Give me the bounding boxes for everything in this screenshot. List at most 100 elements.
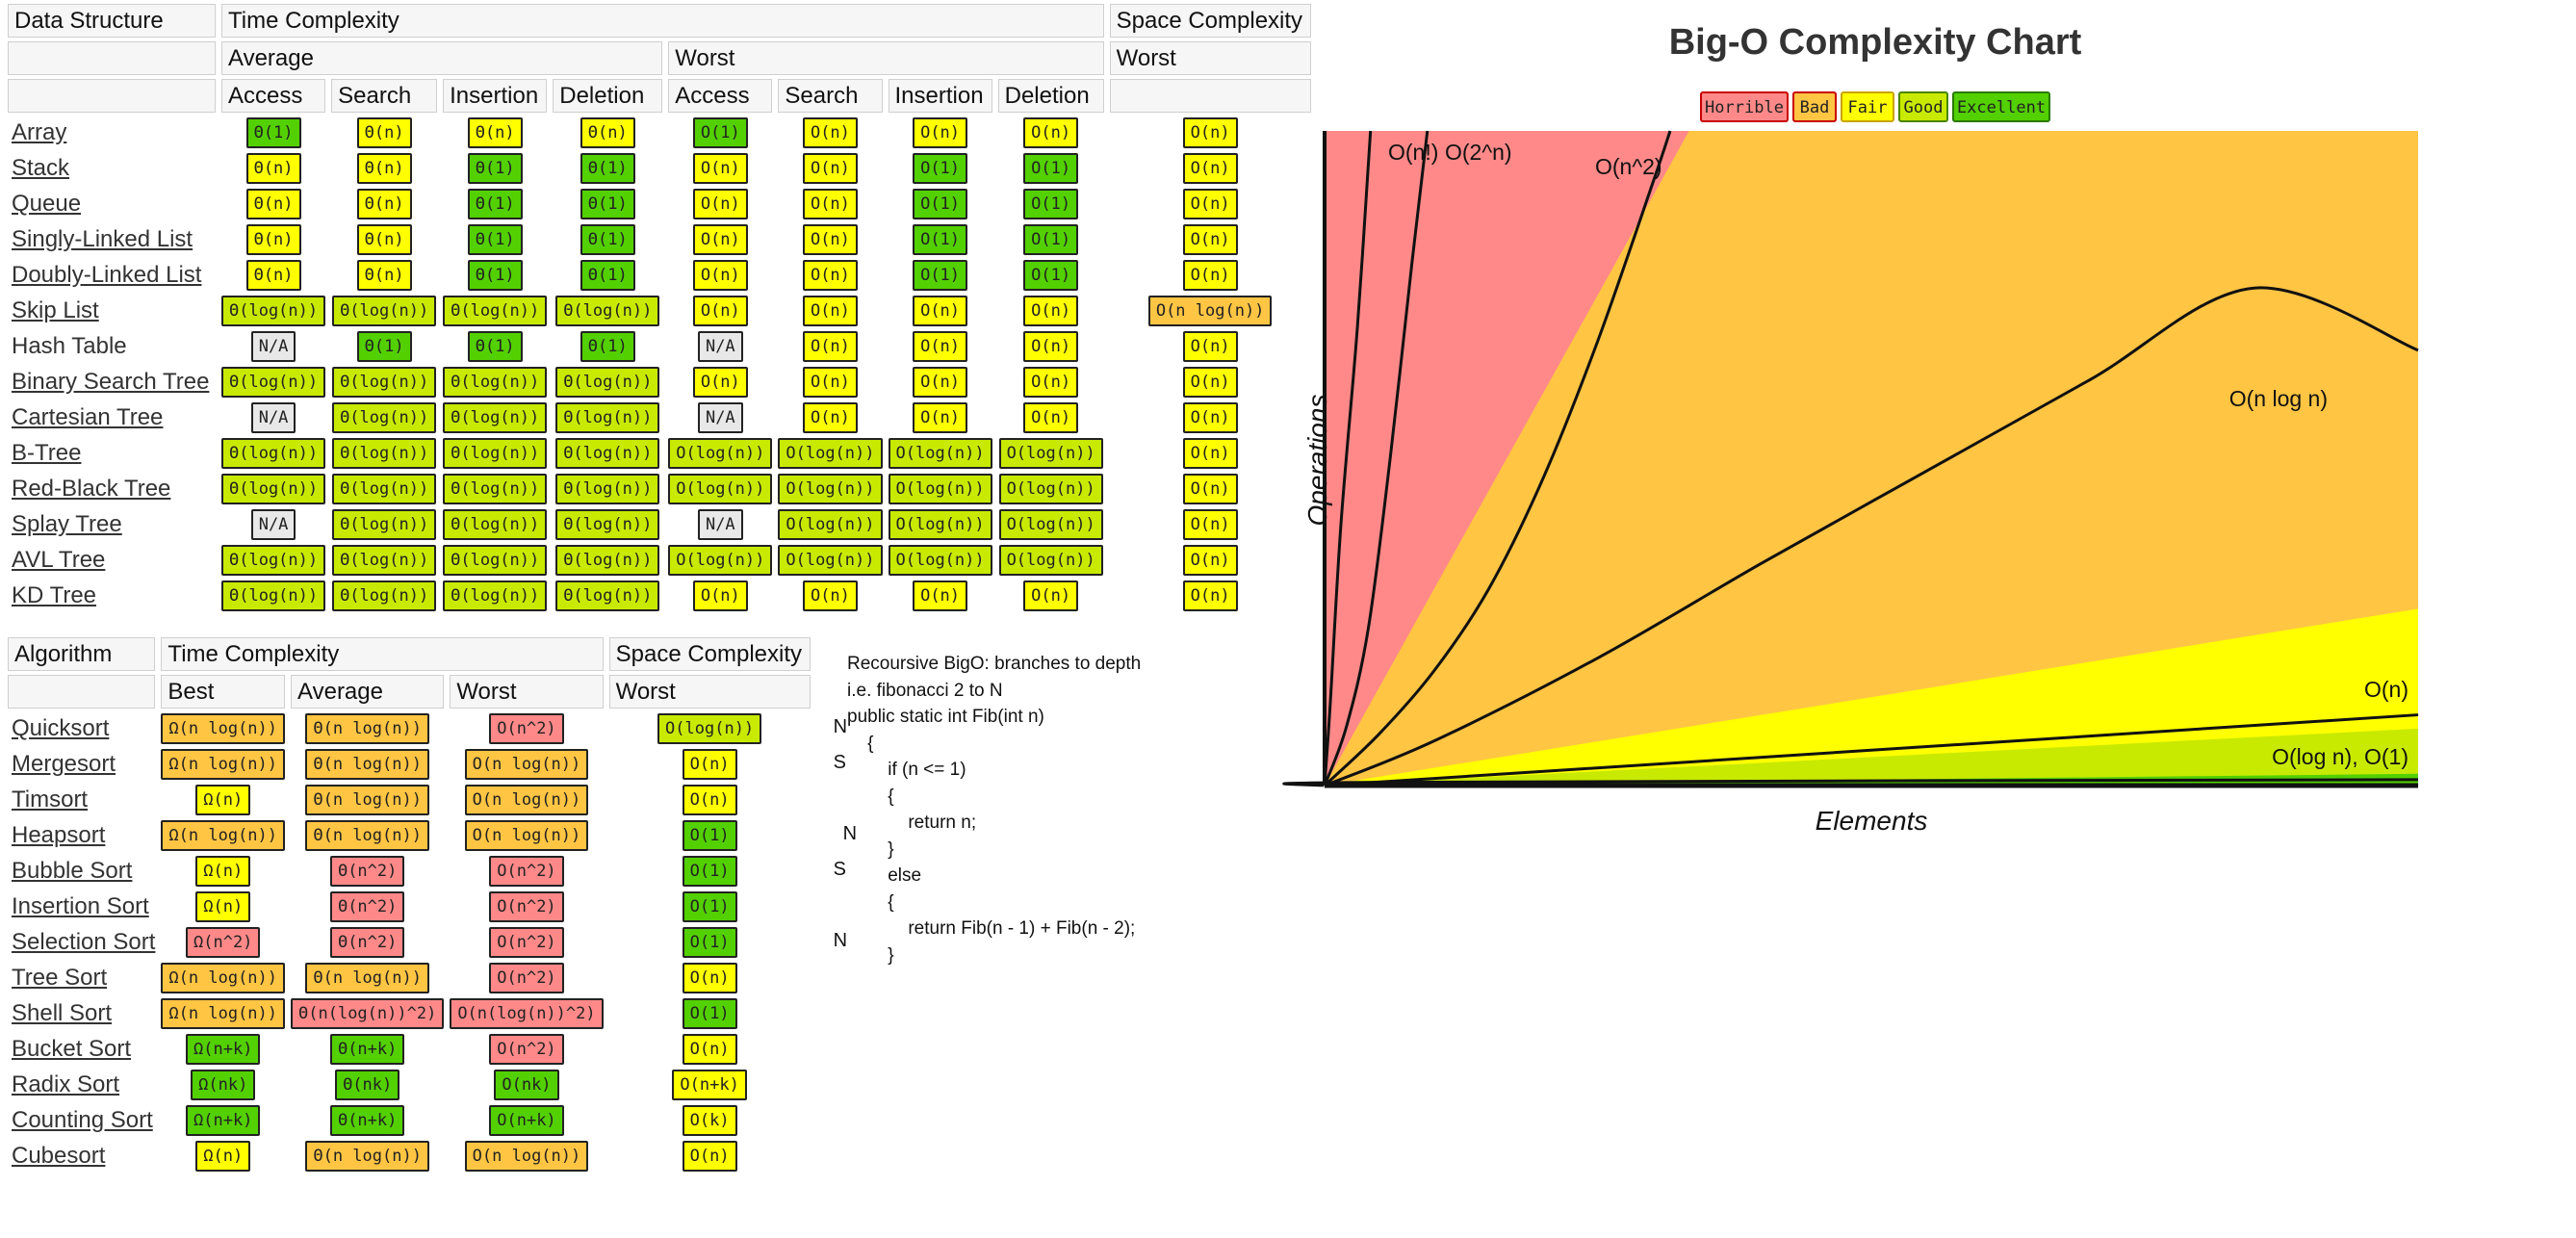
algo-cell: Θ(n^2) (291, 926, 444, 958)
algo-cell: O(n^2) (450, 712, 603, 744)
ds-op-worst-insertion: Insertion (888, 79, 992, 113)
complexity-badge: Ω(n log(n)) (161, 997, 286, 1029)
ds-cell: Θ(n) (331, 188, 437, 219)
algo-cell: O(n log(n)) (450, 1140, 603, 1172)
ds-cell: O(log(n)) (888, 473, 992, 504)
complexity-curves: O(n!) O(2^n) O(n^2) O(n log n) O(n) O(log n),… (1282, 130, 2419, 787)
legend-item-good: Good (1898, 91, 1948, 122)
ds-name-4[interactable]: Doubly-Linked List (12, 261, 202, 288)
complexity-badge: O(log(n)) (668, 473, 773, 504)
complexity-badge: O(n) (682, 748, 737, 780)
complexity-badge: O(n) (802, 580, 858, 611)
ds-cell: Θ(log(n)) (443, 437, 548, 469)
ds-name-cell: Red-Black Tree (8, 473, 216, 504)
algo-cell: O(n) (609, 1033, 811, 1065)
ds-cell: N/A (221, 330, 325, 362)
algo-cell: Θ(n log(n)) (291, 819, 444, 851)
algo-name-3[interactable]: Heapsort (12, 821, 106, 848)
complexity-badge: O(1) (913, 259, 968, 291)
complexity-badge: O(n) (1182, 366, 1238, 398)
curve-label-5: O(log n), O(1) (2272, 744, 2409, 769)
ds-cell: O(1) (889, 223, 992, 255)
ds-cell: O(n) (889, 330, 992, 362)
algo-name-7[interactable]: Tree Sort (12, 964, 108, 991)
algo-cell: O(n(log(n))^2) (450, 997, 604, 1029)
algo-name-4[interactable]: Bubble Sort (12, 857, 133, 884)
ds-cell: Θ(1) (443, 188, 547, 219)
ds-cell: O(n) (1110, 544, 1311, 576)
algo-cell: O(n^2) (450, 962, 603, 993)
algo-cell: Ω(n+k) (161, 1104, 285, 1136)
ds-cell: O(1) (668, 116, 772, 148)
ds-cell: O(n) (778, 188, 882, 219)
ds-cell: Θ(log(n)) (553, 580, 662, 611)
ds-name-1[interactable]: Stack (12, 154, 70, 181)
code-line: return Fib(n - 1) + Fib(n - 2); (847, 918, 1136, 939)
ds-cell: O(log(n)) (778, 473, 883, 504)
ds-name-10[interactable]: Red-Black Tree (12, 475, 171, 502)
code-line: } (847, 944, 894, 966)
table-row: Cubesort Ω(n) Θ(n log(n)) O(n log(n)) O(n) (8, 1140, 811, 1172)
algo-name-6[interactable]: Selection Sort (12, 928, 156, 955)
complexity-badge: Θ(log(n)) (332, 437, 437, 469)
ds-name-2[interactable]: Queue (12, 190, 82, 217)
algo-name-1[interactable]: Mergesort (12, 750, 116, 777)
algorithm-table: Algorithm Time Complexity Space Complexi… (2, 633, 816, 1175)
algo-name-5[interactable]: Insertion Sort (12, 892, 149, 919)
ds-name-9[interactable]: B-Tree (12, 439, 82, 466)
complexity-badge: Θ(n log(n)) (305, 1140, 429, 1172)
algo-name-9[interactable]: Bucket Sort (12, 1035, 132, 1062)
algo-cell: Θ(n^2) (291, 855, 444, 887)
complexity-badge: Θ(1) (467, 152, 523, 184)
ds-name-13[interactable]: KD Tree (12, 581, 97, 608)
ds-name-12[interactable]: AVL Tree (12, 546, 106, 573)
complexity-badge: O(n) (1023, 580, 1079, 611)
ds-name-7[interactable]: Binary Search Tree (12, 368, 210, 395)
ds-name-cell: B-Tree (8, 437, 216, 469)
ds-cell: Θ(log(n)) (553, 295, 662, 326)
algo-name-0[interactable]: Quicksort (12, 714, 110, 741)
ds-cell: Θ(n) (443, 116, 547, 148)
complexity-badge: Θ(n) (356, 223, 412, 255)
algo-name-11[interactable]: Counting Sort (12, 1106, 153, 1133)
algo-name-cell: Selection Sort (8, 926, 155, 958)
ds-name-5[interactable]: Skip List (12, 297, 99, 323)
algo-cell: O(k) (609, 1104, 811, 1136)
algo-col-header-worst: Worst (450, 675, 604, 709)
complexity-badge: O(n+k) (672, 1069, 747, 1100)
ds-cell: O(n) (668, 580, 772, 611)
ds-col-header-average: Average (221, 41, 663, 75)
algo-name-2[interactable]: Timsort (12, 786, 89, 812)
complexity-badge: O(n+k) (489, 1104, 564, 1136)
algo-col-header-space: Space Complexity (608, 637, 811, 671)
algo-name-12[interactable]: Cubesort (12, 1142, 106, 1169)
algo-cell: O(n^2) (450, 890, 603, 922)
ds-name-3[interactable]: Singly-Linked List (12, 225, 193, 252)
ds-cell: Θ(log(n)) (553, 401, 662, 433)
table-row: Array Θ(1) Θ(n) Θ(n) Θ(n) O(1) O(n) O(n) O(n) O(n… (8, 116, 1311, 148)
code-line: public static int Fib(int n) (847, 707, 1044, 727)
complexity-badge: Θ(log(n)) (221, 437, 326, 469)
ds-op-avg-access: Access (221, 79, 326, 113)
complexity-badge: N/A (697, 330, 743, 362)
complexity-badge: O(1) (913, 152, 968, 184)
complexity-badge: O(n log(n)) (464, 819, 589, 851)
complexity-badge: Θ(1) (467, 259, 523, 291)
algo-cell: Ω(n log(n)) (161, 997, 286, 1029)
ds-name-0[interactable]: Array (12, 118, 67, 145)
ds-name-8[interactable]: Cartesian Tree (12, 403, 164, 430)
ds-cell: O(n) (778, 401, 882, 433)
table-row: Quicksort Ω(n log(n)) Θ(n log(n)) O(n^2) O(l… (8, 712, 811, 744)
ds-name-cell: Binary Search Tree (8, 366, 216, 398)
algo-name-8[interactable]: Shell Sort (12, 999, 113, 1026)
ds-cell: Θ(log(n)) (553, 508, 662, 540)
complexity-badge: O(n) (692, 366, 748, 398)
complexity-badge: Θ(n^2) (329, 855, 405, 887)
complexity-badge: O(n) (1182, 508, 1238, 540)
complexity-badge: O(n^2) (489, 926, 564, 958)
table-row: Radix Sort Ω(nk) Θ(nk) O(nk) O(n+k) (8, 1069, 811, 1100)
algo-cell: Ω(n) (161, 855, 285, 887)
ds-name-11[interactable]: Splay Tree (12, 510, 122, 537)
table-row: Skip List Θ(log(n)) Θ(log(n)) Θ(log(n)) Θ(lo… (8, 295, 1311, 326)
algo-name-10[interactable]: Radix Sort (12, 1070, 120, 1097)
